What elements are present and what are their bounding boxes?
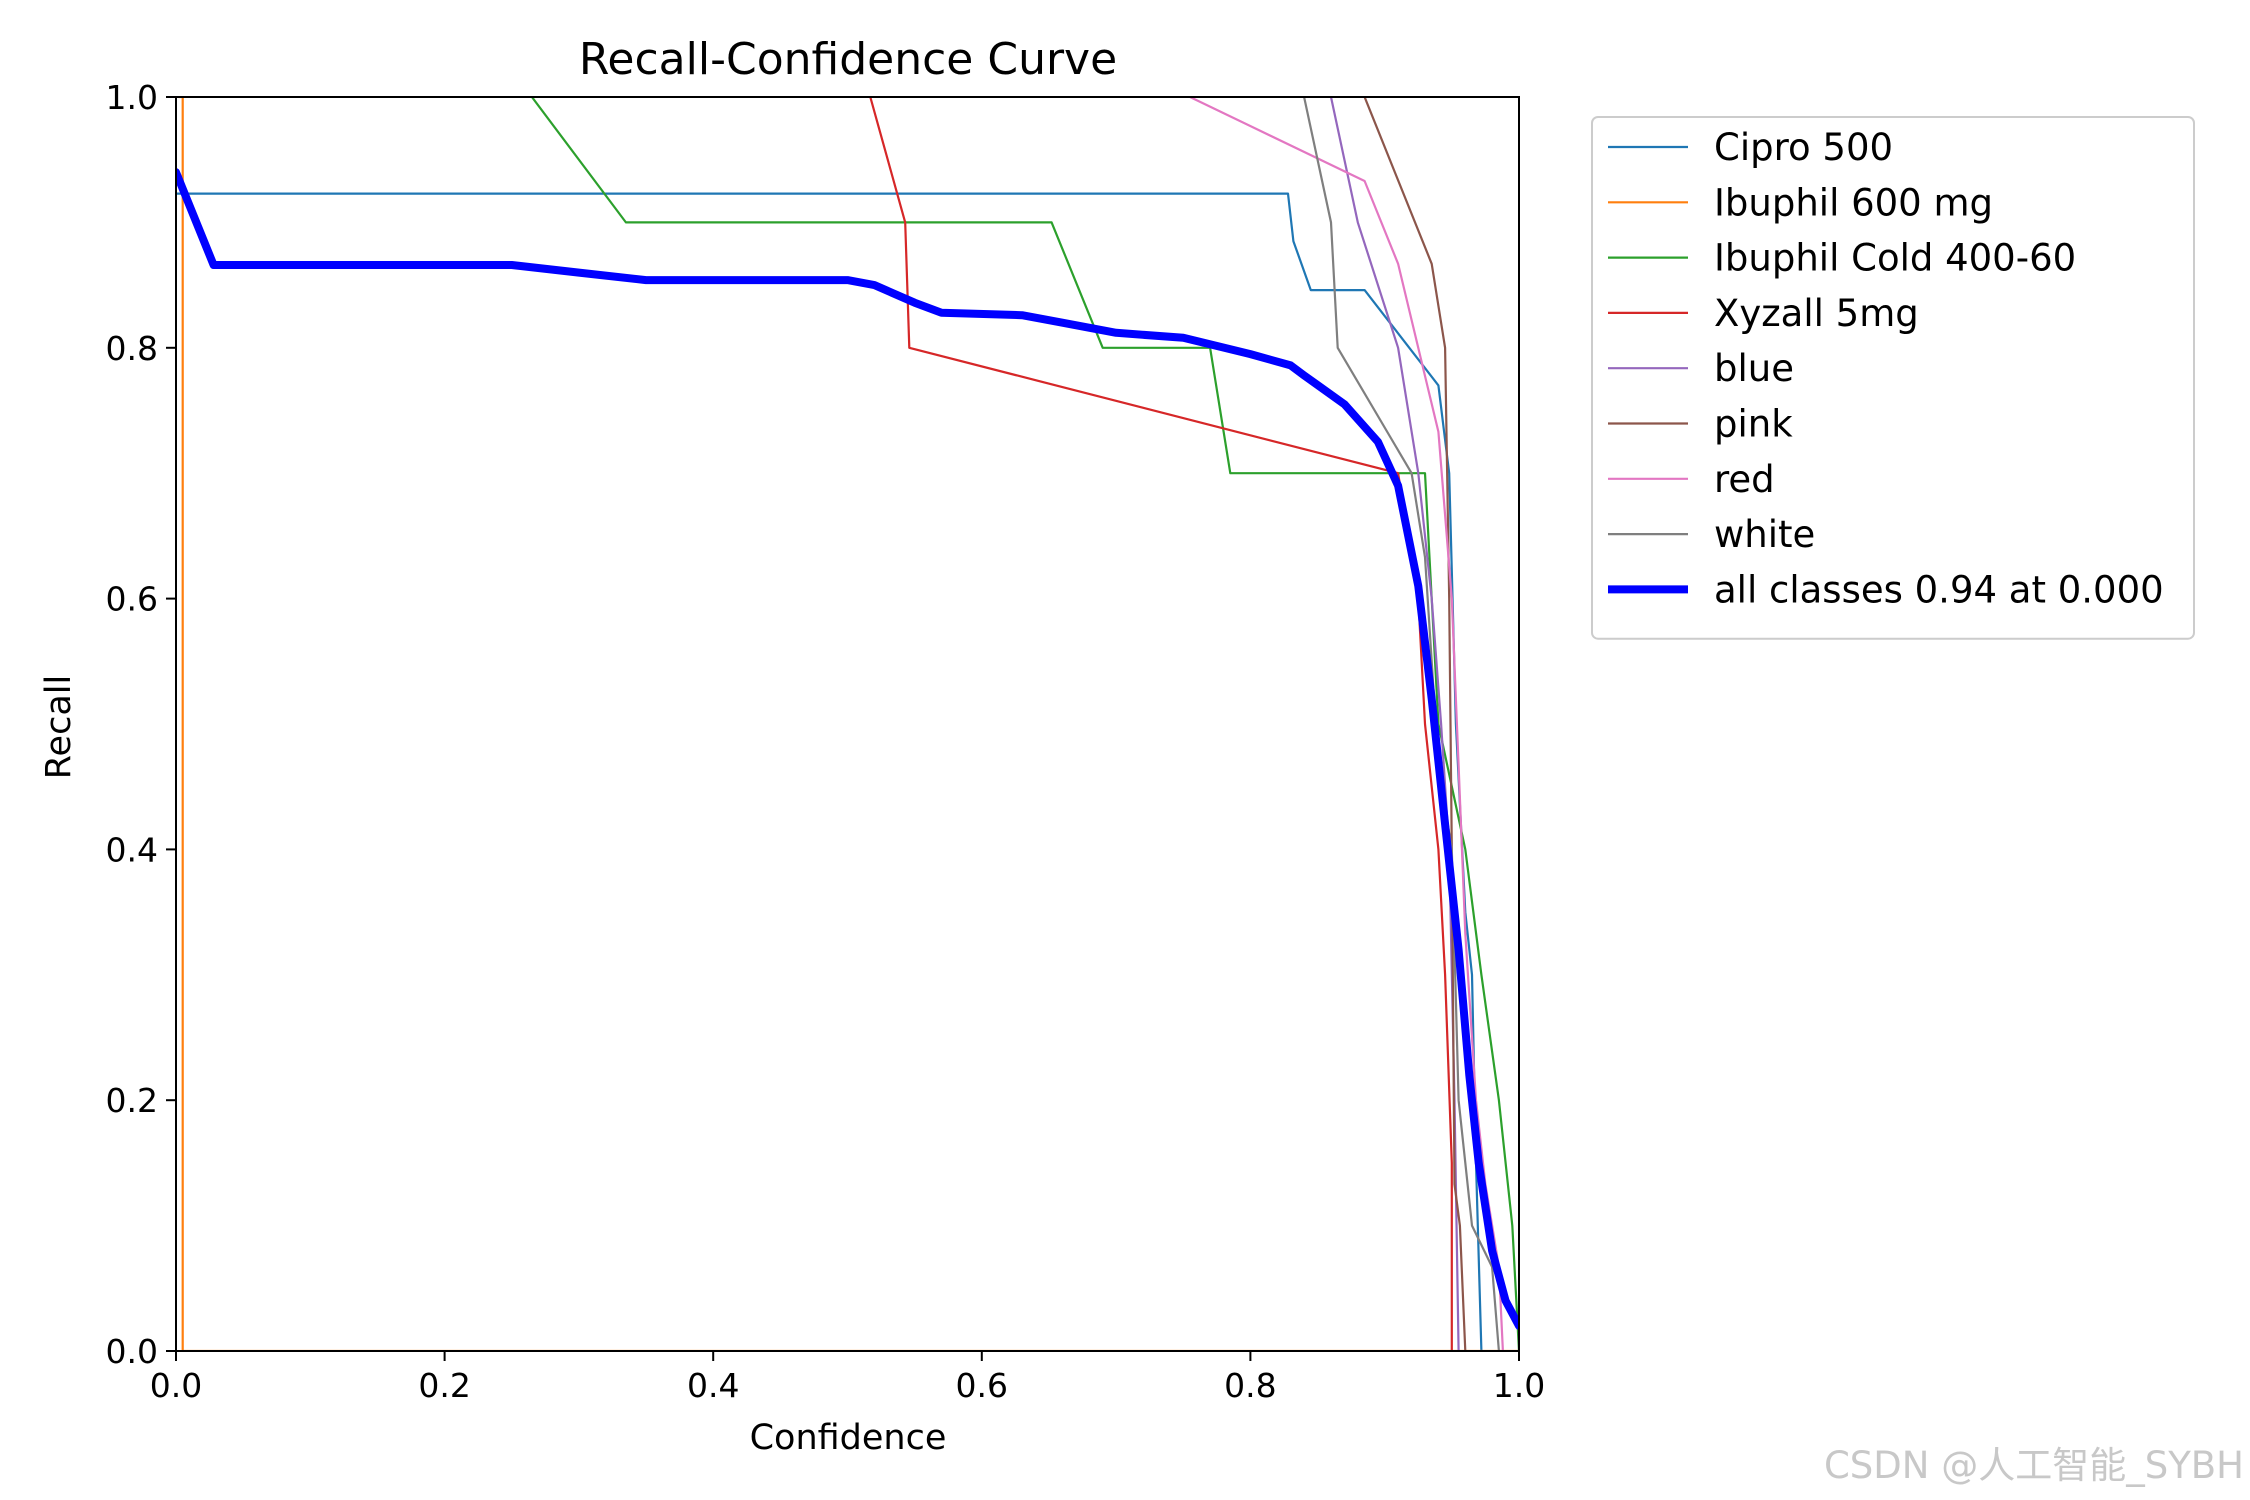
y-tick-label: 0.4: [106, 830, 158, 869]
y-tick-label: 0.8: [106, 329, 158, 368]
chart-title: Recall-Confidence Curve: [579, 34, 1117, 85]
x-tick-label: 0.8: [1224, 1366, 1276, 1405]
x-tick-label: 0.6: [956, 1366, 1008, 1405]
series-line-5: [1363, 97, 1467, 1351]
axes-frame: [175, 96, 1520, 1352]
legend: Cipro 500 Ibuphil 600 mg Ibuphil Cold 400-…: [1591, 116, 2195, 640]
y-tick-label: 0.0: [106, 1332, 158, 1371]
legend-entry-label: Ibuphil Cold 400-60: [1714, 237, 2076, 280]
x-tick-label: 1.0: [1493, 1366, 1545, 1405]
x-tick-label: 0.4: [687, 1366, 739, 1405]
plot-area: [176, 97, 1519, 1351]
legend-entry-label: Xyzall 5mg: [1714, 292, 1919, 335]
legend-entry-label: Ibuphil 600 mg: [1714, 181, 1993, 224]
legend-entry-label: blue: [1714, 347, 1794, 390]
legend-box: [1591, 116, 2195, 640]
legend-entry-label: all classes 0.94 at 0.000: [1714, 568, 2164, 611]
series-line-3: [869, 97, 1453, 1351]
legend-entry-label: pink: [1714, 403, 1793, 446]
watermark-text: CSDN @人工智能_SYBH: [1824, 1444, 2244, 1487]
x-axis-label: Confidence: [750, 1418, 947, 1458]
y-tick-label: 0.2: [106, 1081, 158, 1120]
y-axis: 0.0 0.2 0.4 0.6 0.8 1.0: [106, 78, 176, 1371]
series-line-0: [176, 192, 1483, 1351]
series-line-8: [176, 168, 1519, 1330]
legend-entry-label: red: [1714, 458, 1775, 501]
y-axis-label: Recall: [39, 675, 79, 779]
series-line-1: [177, 97, 1519, 1351]
y-tick-label: 1.0: [106, 78, 158, 117]
y-tick-label: 0.6: [106, 580, 158, 619]
x-tick-label: 0.2: [418, 1366, 470, 1405]
legend-entry-label: Cipro 500: [1714, 126, 1893, 169]
x-tick-label: 0.0: [150, 1366, 202, 1405]
legend-entry-label: white: [1714, 513, 1815, 556]
series-line-2: [530, 97, 1519, 1351]
x-axis: 0.0 0.2 0.4 0.6 0.8 1.0: [150, 1351, 1545, 1405]
